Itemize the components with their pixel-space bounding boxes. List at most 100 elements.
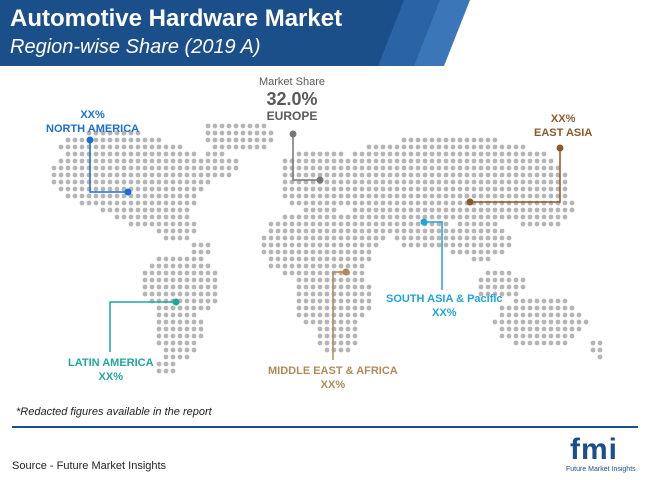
- map-dot: [527, 214, 533, 220]
- map-dot: [191, 242, 197, 248]
- map-dot: [275, 249, 281, 255]
- middle-east-africa-leader: [332, 271, 346, 360]
- map-dot: [506, 305, 512, 311]
- map-dot: [135, 200, 141, 206]
- map-dot: [345, 200, 351, 206]
- map-dot: [184, 354, 190, 360]
- map-dot: [464, 172, 470, 178]
- map-dot: [338, 214, 344, 220]
- map-dot: [359, 186, 365, 192]
- map-dot: [170, 312, 176, 318]
- map-dot: [562, 326, 568, 332]
- map-dot: [289, 256, 295, 262]
- map-dot: [331, 242, 337, 248]
- map-dot: [464, 144, 470, 150]
- map-dot: [177, 284, 183, 290]
- map-dot: [114, 214, 120, 220]
- map-dot: [275, 242, 281, 248]
- map-dot: [268, 235, 274, 241]
- map-dot: [198, 158, 204, 164]
- map-dot: [184, 179, 190, 185]
- map-dot: [268, 221, 274, 227]
- map-dot: [345, 340, 351, 346]
- map-dot: [184, 151, 190, 157]
- map-dot: [443, 193, 449, 199]
- map-dot: [352, 256, 358, 262]
- map-dot: [366, 249, 372, 255]
- map-dot: [184, 326, 190, 332]
- map-dot: [373, 214, 379, 220]
- map-dot: [408, 179, 414, 185]
- map-dot: [450, 200, 456, 206]
- map-dot: [324, 263, 330, 269]
- map-dot: [443, 179, 449, 185]
- map-dot: [380, 228, 386, 234]
- map-dot: [527, 319, 533, 325]
- map-dot: [191, 298, 197, 304]
- map-dot: [366, 179, 372, 185]
- map-dot: [408, 235, 414, 241]
- map-dot: [338, 151, 344, 157]
- map-dot: [576, 312, 582, 318]
- map-dot: [478, 179, 484, 185]
- map-dot: [310, 263, 316, 269]
- map-dot: [506, 277, 512, 283]
- map-dot: [492, 151, 498, 157]
- map-dot: [93, 172, 99, 178]
- map-dot: [520, 221, 526, 227]
- map-dot: [219, 130, 225, 136]
- map-dot: [310, 284, 316, 290]
- region-label-middle-east-africa: MIDDLE EAST & AFRICA XX%: [268, 364, 398, 392]
- map-dot: [212, 277, 218, 283]
- map-dot: [429, 186, 435, 192]
- map-dot: [527, 158, 533, 164]
- map-dot: [408, 172, 414, 178]
- map-dot: [198, 291, 204, 297]
- map-dot: [191, 179, 197, 185]
- map-dot: [331, 263, 337, 269]
- map-dot: [436, 151, 442, 157]
- map-dot: [324, 305, 330, 311]
- map-dot: [520, 151, 526, 157]
- map-dot: [562, 340, 568, 346]
- map-dot: [128, 214, 134, 220]
- map-dot: [205, 123, 211, 129]
- map-dot: [492, 207, 498, 213]
- map-dot: [156, 214, 162, 220]
- map-dot: [429, 221, 435, 227]
- map-dot: [422, 137, 428, 143]
- north-america-leader: [89, 140, 128, 193]
- map-dot: [163, 165, 169, 171]
- map-dot: [338, 235, 344, 241]
- map-dot: [79, 144, 85, 150]
- map-dot: [338, 200, 344, 206]
- map-dot: [275, 228, 281, 234]
- south-asia-value: XX%: [432, 307, 457, 319]
- map-dot: [485, 214, 491, 220]
- map-dot: [555, 186, 561, 192]
- map-dot: [324, 249, 330, 255]
- map-dot: [317, 263, 323, 269]
- map-dot: [191, 172, 197, 178]
- map-dot: [352, 165, 358, 171]
- map-dot: [359, 179, 365, 185]
- map-dot: [436, 200, 442, 206]
- map-dot: [541, 333, 547, 339]
- map-dot: [548, 312, 554, 318]
- map-dot: [555, 333, 561, 339]
- map-dot: [548, 298, 554, 304]
- map-dot: [359, 165, 365, 171]
- map-dot: [464, 165, 470, 171]
- map-dot: [527, 179, 533, 185]
- map-dot: [359, 242, 365, 248]
- map-dot: [156, 319, 162, 325]
- map-dot: [65, 172, 71, 178]
- map-dot: [513, 298, 519, 304]
- map-dot: [415, 221, 421, 227]
- map-dot: [359, 207, 365, 213]
- map-dot: [212, 172, 218, 178]
- map-dot: [303, 284, 309, 290]
- map-dot: [100, 179, 106, 185]
- map-dot: [128, 144, 134, 150]
- map-dot: [58, 165, 64, 171]
